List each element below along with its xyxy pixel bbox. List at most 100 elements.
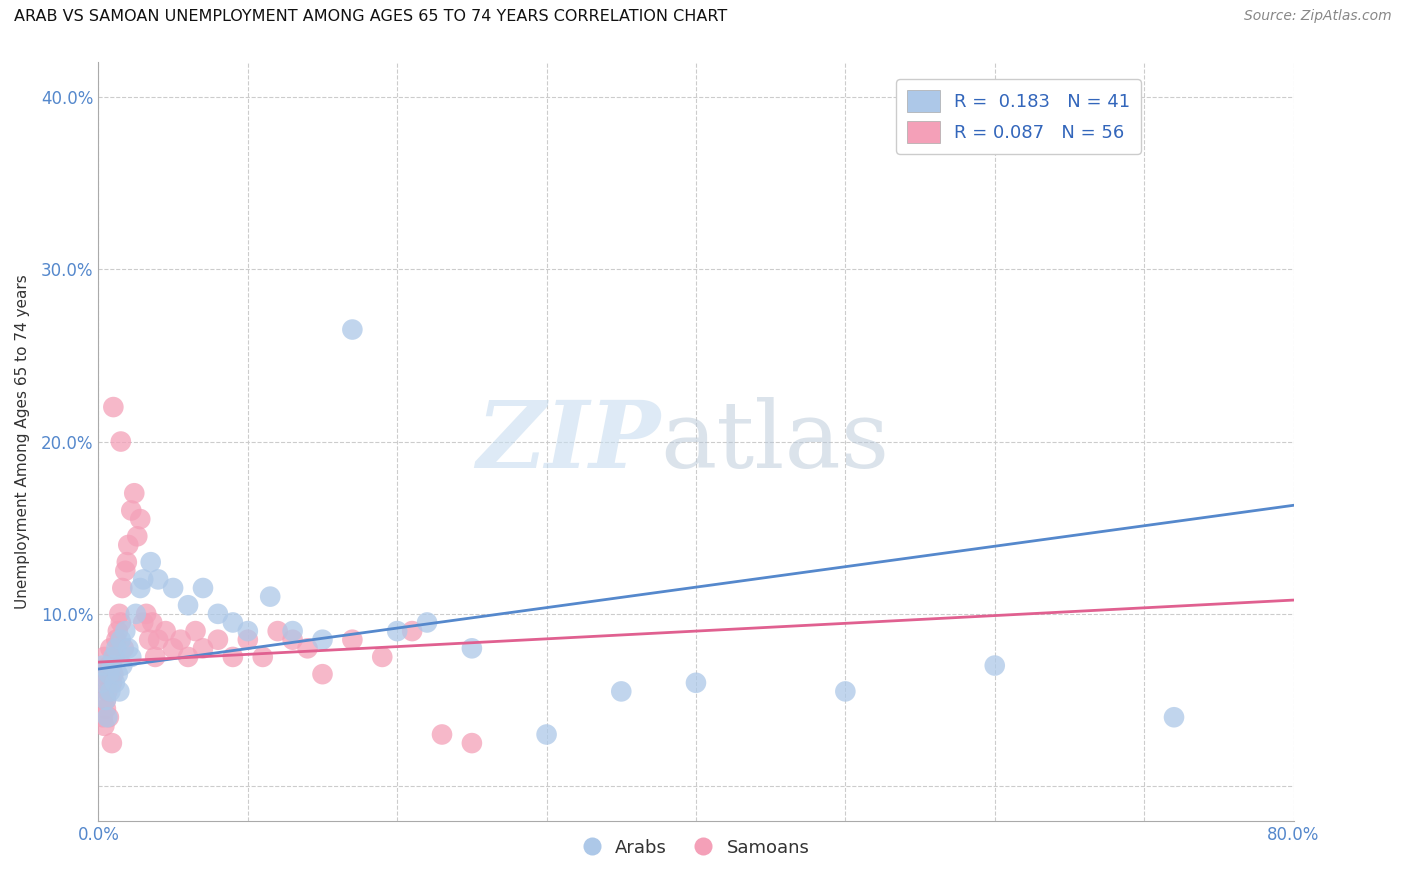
Point — [125, 607, 148, 621]
Point — [139, 555, 162, 569]
Text: ZIP: ZIP — [475, 397, 661, 486]
Point — [90, 675, 112, 690]
Point — [98, 684, 122, 698]
Point — [94, 701, 117, 715]
Point — [416, 615, 439, 630]
Point — [94, 693, 117, 707]
Point — [117, 538, 139, 552]
Point — [191, 581, 214, 595]
Point — [101, 675, 124, 690]
Point — [110, 615, 132, 630]
Point — [129, 581, 152, 595]
Point — [115, 555, 138, 569]
Point — [120, 649, 142, 664]
Point — [685, 675, 707, 690]
Point — [97, 667, 120, 681]
Point — [311, 632, 333, 647]
Point — [114, 624, 136, 639]
Point — [148, 632, 170, 647]
Point — [162, 581, 184, 595]
Point — [155, 624, 177, 639]
Point — [430, 727, 453, 741]
Point — [101, 736, 124, 750]
Point — [236, 632, 259, 647]
Point — [177, 599, 200, 613]
Point — [143, 649, 166, 664]
Point — [834, 684, 856, 698]
Point — [108, 607, 131, 621]
Point — [371, 649, 394, 664]
Point — [385, 624, 409, 639]
Point — [104, 649, 127, 664]
Point — [984, 658, 1007, 673]
Point — [252, 649, 274, 664]
Point — [259, 590, 281, 604]
Point — [536, 727, 558, 741]
Point — [90, 667, 112, 681]
Point — [281, 624, 304, 639]
Point — [108, 684, 131, 698]
Point — [97, 710, 120, 724]
Point — [177, 649, 200, 664]
Point — [103, 400, 125, 414]
Point — [117, 641, 139, 656]
Point — [222, 649, 245, 664]
Point — [1163, 710, 1185, 724]
Point — [311, 667, 333, 681]
Y-axis label: Unemployment Among Ages 65 to 74 years: Unemployment Among Ages 65 to 74 years — [15, 274, 30, 609]
Point — [107, 667, 129, 681]
Text: atlas: atlas — [661, 397, 890, 486]
Point — [96, 675, 118, 690]
Point — [111, 658, 134, 673]
Point — [127, 529, 149, 543]
Point — [267, 624, 290, 639]
Point — [103, 667, 125, 681]
Point — [162, 641, 184, 656]
Point — [96, 710, 118, 724]
Text: Source: ZipAtlas.com: Source: ZipAtlas.com — [1244, 9, 1392, 23]
Point — [103, 649, 125, 664]
Point — [98, 641, 122, 656]
Point — [111, 581, 134, 595]
Point — [94, 693, 117, 707]
Point — [342, 322, 364, 336]
Point — [184, 624, 207, 639]
Point — [97, 658, 120, 673]
Point — [101, 658, 124, 673]
Point — [112, 641, 135, 656]
Point — [148, 573, 170, 587]
Point — [207, 632, 229, 647]
Text: ARAB VS SAMOAN UNEMPLOYMENT AMONG AGES 65 TO 74 YEARS CORRELATION CHART: ARAB VS SAMOAN UNEMPLOYMENT AMONG AGES 6… — [14, 9, 727, 24]
Point — [141, 615, 163, 630]
Point — [105, 632, 128, 647]
Point — [105, 641, 128, 656]
Point — [138, 632, 160, 647]
Point — [93, 649, 115, 664]
Point — [461, 641, 484, 656]
Point — [96, 684, 118, 698]
Point — [281, 632, 304, 647]
Point — [132, 573, 155, 587]
Point — [107, 624, 129, 639]
Point — [120, 503, 142, 517]
Point — [191, 641, 214, 656]
Legend: Arabs, Samoans: Arabs, Samoans — [575, 832, 817, 864]
Point — [207, 607, 229, 621]
Point — [132, 615, 155, 630]
Point — [610, 684, 633, 698]
Point — [114, 564, 136, 578]
Point — [91, 710, 114, 724]
Point — [93, 719, 115, 733]
Point — [91, 658, 114, 673]
Point — [461, 736, 484, 750]
Point — [129, 512, 152, 526]
Point — [124, 486, 146, 500]
Point — [135, 607, 157, 621]
Point — [401, 624, 423, 639]
Point — [110, 632, 132, 647]
Point — [110, 434, 132, 449]
Point — [98, 667, 122, 681]
Point — [222, 615, 245, 630]
Point — [236, 624, 259, 639]
Point — [104, 675, 127, 690]
